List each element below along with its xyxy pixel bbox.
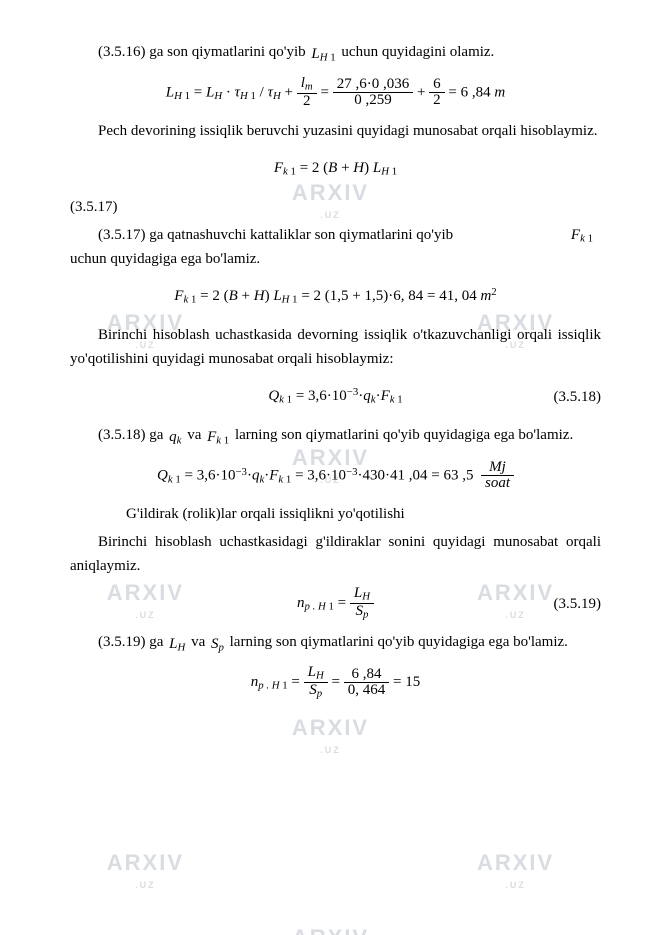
eqnum-3518: (3.5.18) [554, 385, 602, 409]
sym-LH: LH [167, 636, 187, 652]
page-root: ARXIV.UZ ARXIV.UZ ARXIV.UZ ARXIV.UZ ARXI… [0, 0, 661, 935]
watermark: ARXIV.UZ [292, 710, 369, 758]
para-3516: (3.5.16) ga son qiymatlarini qo'yib LH 1… [70, 40, 601, 67]
eq-body: np . H 1 = LH Sp [297, 586, 374, 621]
para-birinchi2: Birinchi hisoblash uchastkasidagi g'ildi… [70, 530, 601, 578]
eqnum-3519: (3.5.19) [554, 592, 602, 616]
page-content: (3.5.16) ga son qiymatlarini qo'yib LH 1… [70, 40, 601, 703]
para-3517: (3.5.17) ga qatnashuvchi kattaliklar son… [70, 223, 601, 271]
watermark: ARXIV.UZ [107, 845, 184, 893]
subheading-rolik: G'ildirak (rolik)lar orqali issiqlikni y… [70, 502, 601, 526]
text: larning son qiymatlarini qo'yib quyidagi… [230, 634, 568, 650]
watermark: ARXIV.UZ [292, 920, 369, 935]
eq-body: Qk 1 = 3,6·10−3·qk·Fk 1 [268, 384, 402, 409]
eq-body: Qk 1 = 3,6·10−3·qk·Fk 1 = 3,6·10−3·430·4… [157, 460, 514, 493]
eq-body: LH 1 = LH · τH 1 / τH + lm2 = 27 ,6·0 ,0… [166, 76, 505, 110]
text: va [191, 634, 209, 650]
text: uchun quyidagiga ega bo'lamiz. [70, 251, 260, 267]
text: uchun quyidagini olamiz. [341, 44, 494, 60]
text: (3.5.19) ga [98, 634, 167, 650]
eq-body: np . H 1 = LH Sp = 6 ,84 0, 464 = 15 [251, 665, 420, 700]
para-3518: (3.5.18) ga qk va Fk 1 larning son qiyma… [70, 423, 601, 450]
equation-LH1: LH 1 = LH · τH 1 / τH + lm2 = 27 ,6·0 ,0… [70, 73, 601, 113]
text: (3.5.17) ga qatnashuvchi kattaliklar son… [98, 227, 453, 243]
sym-Fk1: Fk 1 [541, 223, 601, 248]
sym-Sp: Sp [209, 636, 226, 652]
text: (3.5.18) ga [98, 427, 167, 443]
para-pech: Pech devorining issiqlik beruvchi yuzasi… [70, 119, 601, 143]
text: larning son qiymatlarini qo'yib quyidagi… [235, 427, 573, 443]
text: (3.5.16) ga son qiymatlarini qo'yib [98, 44, 309, 60]
equation-npH1-def: np . H 1 = LH Sp (3.5.19) [70, 584, 601, 624]
equation-Fk1-val: Fk 1 = 2 (B + H) LH 1 = 2 (1,5 + 1,5)·6,… [70, 277, 601, 317]
watermark: ARXIV.UZ [477, 845, 554, 893]
para-birinchi1: Birinchi hisoblash uchastkasida devornin… [70, 323, 601, 371]
equation-Qk1-val: Qk 1 = 3,6·10−3·qk·Fk 1 = 3,6·10−3·430·4… [70, 456, 601, 496]
sym-LH1: LH 1 [309, 46, 337, 62]
equation-Fk1-def: Fk 1 = 2 (B + H) LH 1 [70, 149, 601, 189]
sym-qk: qk [167, 429, 183, 445]
eqnum-3517: (3.5.17) [70, 195, 601, 219]
eq-body: Fk 1 = 2 (B + H) LH 1 [274, 156, 397, 181]
para-3519: (3.5.19) ga LH va Sp larning son qiymatl… [70, 630, 601, 657]
eq-body: Fk 1 = 2 (B + H) LH 1 = 2 (1,5 + 1,5)·6,… [174, 284, 496, 309]
text: va [187, 427, 205, 443]
equation-Qk1-def: Qk 1 = 3,6·10−3·qk·Fk 1 (3.5.18) [70, 377, 601, 417]
sym-Fk1: Fk 1 [205, 429, 231, 445]
equation-npH1-val: np . H 1 = LH Sp = 6 ,84 0, 464 = 15 [70, 663, 601, 703]
